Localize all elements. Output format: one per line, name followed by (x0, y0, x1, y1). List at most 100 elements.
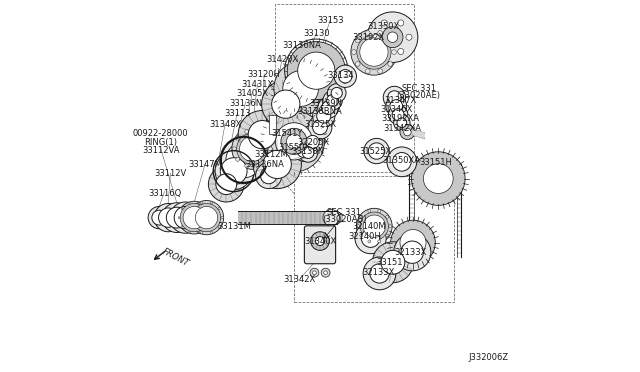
Circle shape (152, 210, 167, 225)
Circle shape (281, 128, 307, 154)
Circle shape (394, 234, 431, 271)
Circle shape (388, 91, 401, 104)
Circle shape (274, 62, 328, 115)
Text: 31405X: 31405X (236, 89, 268, 97)
Circle shape (178, 201, 211, 234)
Circle shape (195, 206, 218, 229)
Circle shape (189, 217, 192, 219)
Circle shape (287, 134, 301, 149)
Circle shape (373, 34, 379, 40)
Text: 32133X: 32133X (394, 248, 426, 257)
Circle shape (312, 105, 335, 127)
Text: 31431X: 31431X (241, 80, 274, 89)
Circle shape (256, 130, 260, 134)
Circle shape (328, 84, 346, 102)
Circle shape (357, 35, 391, 69)
Circle shape (297, 143, 312, 158)
Circle shape (378, 31, 383, 35)
Circle shape (260, 167, 277, 184)
Circle shape (390, 220, 435, 265)
Circle shape (306, 135, 319, 149)
Circle shape (326, 94, 339, 106)
Circle shape (386, 96, 406, 116)
Text: 33151H: 33151H (419, 158, 452, 167)
Text: 31350X: 31350X (367, 22, 399, 31)
Circle shape (360, 212, 388, 240)
Circle shape (365, 31, 370, 35)
Text: SEC.331: SEC.331 (326, 208, 362, 217)
Circle shape (381, 250, 405, 274)
Text: 33138BNA: 33138BNA (298, 107, 342, 116)
Circle shape (378, 240, 381, 243)
Circle shape (210, 231, 212, 234)
Circle shape (218, 207, 220, 210)
Circle shape (209, 166, 244, 202)
Circle shape (189, 231, 191, 233)
Circle shape (183, 206, 205, 229)
Text: 33147M: 33147M (189, 160, 222, 169)
Circle shape (308, 115, 332, 139)
Text: SEC.331: SEC.331 (401, 84, 436, 93)
Circle shape (381, 48, 387, 54)
Circle shape (356, 208, 392, 244)
Circle shape (174, 206, 196, 229)
Circle shape (236, 157, 239, 161)
Circle shape (287, 42, 346, 100)
Circle shape (400, 230, 426, 256)
Circle shape (216, 174, 237, 195)
Circle shape (363, 215, 385, 237)
Circle shape (392, 153, 411, 171)
Circle shape (205, 208, 207, 209)
Circle shape (412, 152, 465, 205)
Circle shape (248, 121, 276, 149)
Circle shape (324, 271, 328, 275)
Circle shape (406, 34, 412, 40)
Circle shape (293, 139, 316, 161)
Circle shape (162, 203, 191, 232)
Circle shape (386, 234, 388, 237)
Circle shape (404, 128, 411, 136)
Text: 33192X: 33192X (352, 33, 385, 42)
Circle shape (351, 50, 356, 54)
Circle shape (368, 209, 371, 212)
Text: 33151: 33151 (377, 258, 403, 267)
Circle shape (275, 123, 312, 160)
Text: 00922-28000: 00922-28000 (133, 129, 189, 138)
Text: 32140M: 32140M (352, 222, 386, 231)
Circle shape (298, 52, 335, 89)
Circle shape (166, 207, 187, 228)
Circle shape (397, 20, 404, 26)
Circle shape (271, 90, 300, 118)
Text: 31347X: 31347X (384, 96, 417, 105)
Text: 31340X: 31340X (304, 237, 336, 246)
Text: J332006Z: J332006Z (468, 353, 508, 362)
Circle shape (381, 20, 387, 26)
Circle shape (362, 229, 380, 247)
Circle shape (253, 140, 301, 189)
Circle shape (302, 147, 314, 158)
Circle shape (256, 164, 260, 168)
Polygon shape (238, 211, 337, 224)
Polygon shape (413, 129, 424, 138)
Text: FRONT: FRONT (161, 247, 191, 268)
Circle shape (331, 87, 342, 99)
Circle shape (369, 143, 385, 159)
Circle shape (310, 232, 330, 250)
Circle shape (355, 61, 360, 66)
Text: 31420X: 31420X (266, 55, 298, 64)
Circle shape (178, 217, 180, 218)
Circle shape (244, 130, 249, 134)
Text: 33116Q: 33116Q (148, 189, 181, 198)
Text: 33131M: 33131M (218, 222, 252, 231)
FancyBboxPatch shape (305, 226, 335, 264)
Circle shape (180, 203, 209, 232)
Text: 33153: 33153 (317, 16, 344, 25)
Circle shape (424, 164, 453, 193)
Circle shape (392, 50, 396, 54)
Circle shape (210, 202, 212, 204)
Circle shape (318, 97, 339, 118)
Text: (33020AB): (33020AB) (322, 215, 367, 224)
Text: 33113: 33113 (224, 109, 251, 118)
Polygon shape (337, 211, 342, 224)
Circle shape (239, 136, 265, 161)
